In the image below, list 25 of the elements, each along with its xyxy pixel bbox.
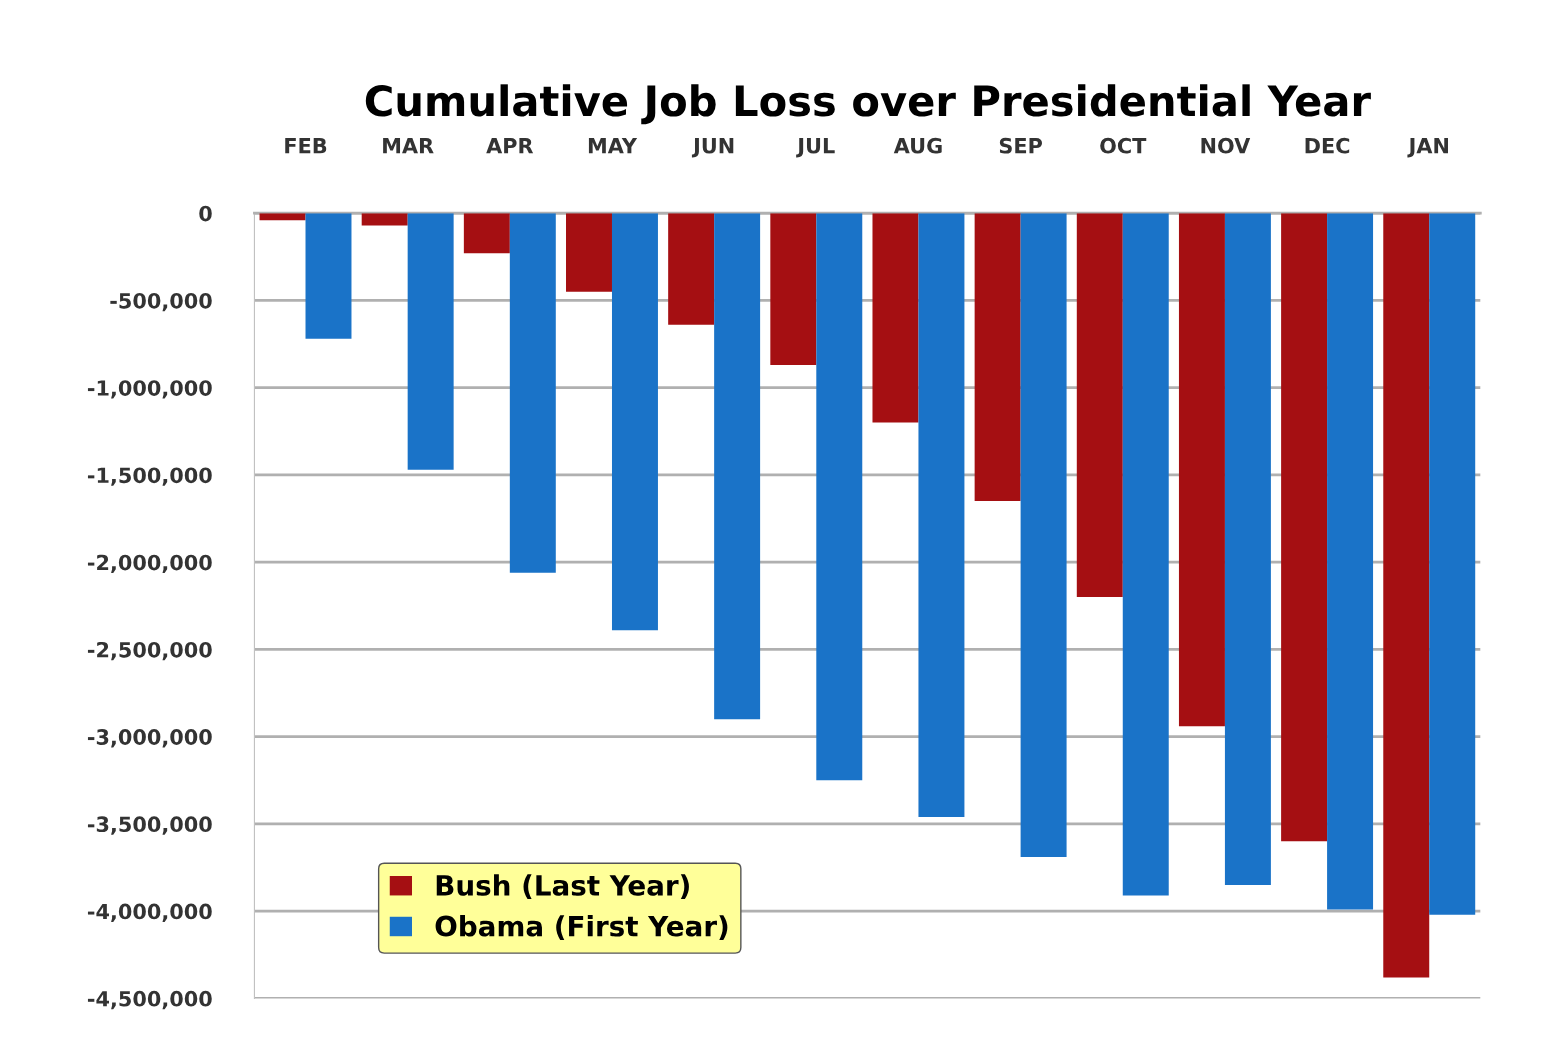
y-tick-label: -4,000,000 (87, 903, 212, 923)
y-tick-label: -4,500,000 (87, 990, 212, 1010)
x-tick-label: AUG (893, 137, 942, 154)
y-tick-label: -1,500,000 (87, 467, 212, 486)
y-tick-label: -2,500,000 (87, 641, 212, 661)
x-tick-label: MAY (588, 138, 638, 154)
y-tick-label: -1,000,000 (87, 380, 212, 399)
x-tick-label: NOV (1201, 137, 1251, 154)
y-tick-label: -2,000,000 (87, 554, 212, 574)
chart-title: Cumulative Job Loss over Presidential Year (365, 84, 1371, 125)
x-tick-label: JUL (796, 138, 835, 158)
y-tick-label: -3,500,000 (87, 816, 212, 835)
x-tick-label: JAN (1407, 138, 1448, 158)
x-tick-label: OCT (1100, 137, 1147, 154)
legend-label: Bush (Last Year) (436, 874, 689, 900)
x-tick-label: DEC (1305, 137, 1350, 154)
x-tick-label: SEP (999, 137, 1043, 154)
x-tick-label: MAR (383, 138, 434, 154)
x-tick-label: JUN (691, 138, 734, 158)
x-tick-label: FEB (285, 138, 327, 154)
y-tick-label: 0 (199, 205, 212, 222)
x-tick-label: APR (486, 138, 534, 154)
y-tick-label: -3,000,000 (87, 729, 212, 748)
y-tick-label: -500,000 (110, 292, 212, 312)
legend-label: Obama (First Year) (435, 915, 728, 940)
